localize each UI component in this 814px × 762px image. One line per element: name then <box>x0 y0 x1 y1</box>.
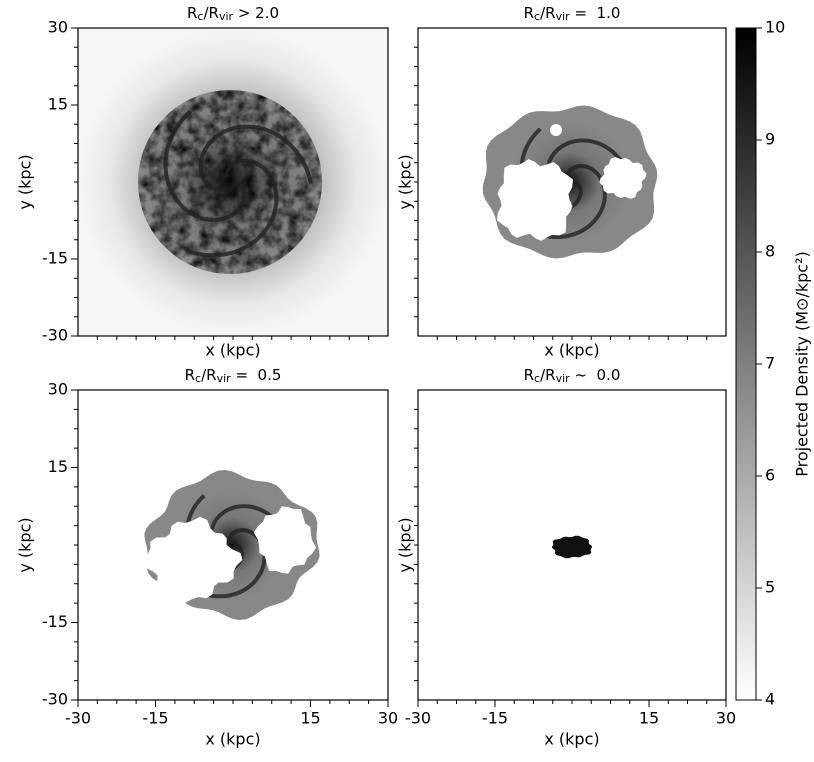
y-axis-label: y (kpc) <box>16 154 35 209</box>
density-region <box>551 535 593 559</box>
spiral-arm <box>198 124 313 192</box>
colorbar-tick-label: 5 <box>765 578 775 597</box>
x-axis-label: x (kpc) <box>205 730 260 749</box>
panel-image <box>551 535 593 559</box>
title-part: /R <box>201 366 216 384</box>
panel-image <box>482 105 658 259</box>
x-axis-label: x (kpc) <box>205 341 260 360</box>
spiral-arm <box>187 158 279 258</box>
density-hole <box>550 124 562 136</box>
title-part: R <box>524 4 534 22</box>
x-tick-label: -15 <box>482 709 508 728</box>
y-axis-label: y (kpc) <box>396 154 415 209</box>
x-tick-label: 15 <box>300 709 320 728</box>
density-region <box>599 157 647 199</box>
x-axis-label: x (kpc) <box>544 341 599 360</box>
colorbar-label: Projected Density (M⊙/kpc²) <box>793 251 812 476</box>
panel-image <box>78 28 388 336</box>
colorbar <box>735 27 757 701</box>
y-tick-label: 30 <box>48 380 68 399</box>
title-part: ~ 0.0 <box>570 366 621 384</box>
y-axis-label: y (kpc) <box>396 517 415 572</box>
y-tick-label: -30 <box>42 690 68 709</box>
panel-title: Rc/Rvir ~ 0.0 <box>524 366 621 386</box>
title-part: R <box>187 4 197 22</box>
density-region <box>497 159 573 241</box>
y-tick-label: -15 <box>42 249 68 268</box>
title-part: = 0.5 <box>231 366 282 384</box>
panel-title: Rc/Rvir > 2.0 <box>187 4 279 24</box>
colorbar-tick-label: 6 <box>765 466 775 485</box>
colorbar-tick-label: 4 <box>765 690 775 709</box>
title-part: R <box>185 366 195 384</box>
y-tick-label: -15 <box>42 612 68 631</box>
y-tick-label: 15 <box>48 95 68 114</box>
panel-title: Rc/Rvir = 0.5 <box>185 366 282 386</box>
title-part: = 1.0 <box>570 4 621 22</box>
title-part: c <box>534 10 540 23</box>
title-part: vir <box>556 10 571 23</box>
x-axis-label: x (kpc) <box>544 730 599 749</box>
x-tick-label: -30 <box>65 709 91 728</box>
y-tick-label: -30 <box>42 326 68 345</box>
x-tick-label: 30 <box>716 709 736 728</box>
panel-title: Rc/Rvir = 1.0 <box>524 4 621 24</box>
x-tick-label: -30 <box>405 709 431 728</box>
y-axis-label: y (kpc) <box>16 517 35 572</box>
density-region <box>141 516 243 604</box>
title-part: c <box>195 372 201 385</box>
title-part: R <box>524 366 534 384</box>
colorbar-tick-label: 7 <box>765 354 775 373</box>
x-tick-label: -15 <box>142 709 168 728</box>
title-part: /R <box>203 4 218 22</box>
title-part: vir <box>219 10 234 23</box>
colorbar-tick-label: 10 <box>765 18 785 37</box>
y-tick-label: 30 <box>48 18 68 37</box>
spiral-arm <box>163 109 247 222</box>
colorbar-tick-label: 8 <box>765 242 775 261</box>
x-tick-label: 30 <box>378 709 398 728</box>
title-part: > 2.0 <box>233 4 279 22</box>
title-part: c <box>534 372 540 385</box>
x-tick-label: 15 <box>639 709 659 728</box>
title-part: c <box>197 10 203 23</box>
density-region <box>253 506 317 574</box>
title-part: /R <box>540 366 555 384</box>
density-texture <box>138 90 322 274</box>
y-tick-label: 15 <box>48 457 68 476</box>
title-part: vir <box>556 372 571 385</box>
panel-image <box>141 469 320 621</box>
title-part: /R <box>540 4 555 22</box>
title-part: vir <box>217 372 232 385</box>
colorbar-tick-label: 9 <box>765 130 775 149</box>
